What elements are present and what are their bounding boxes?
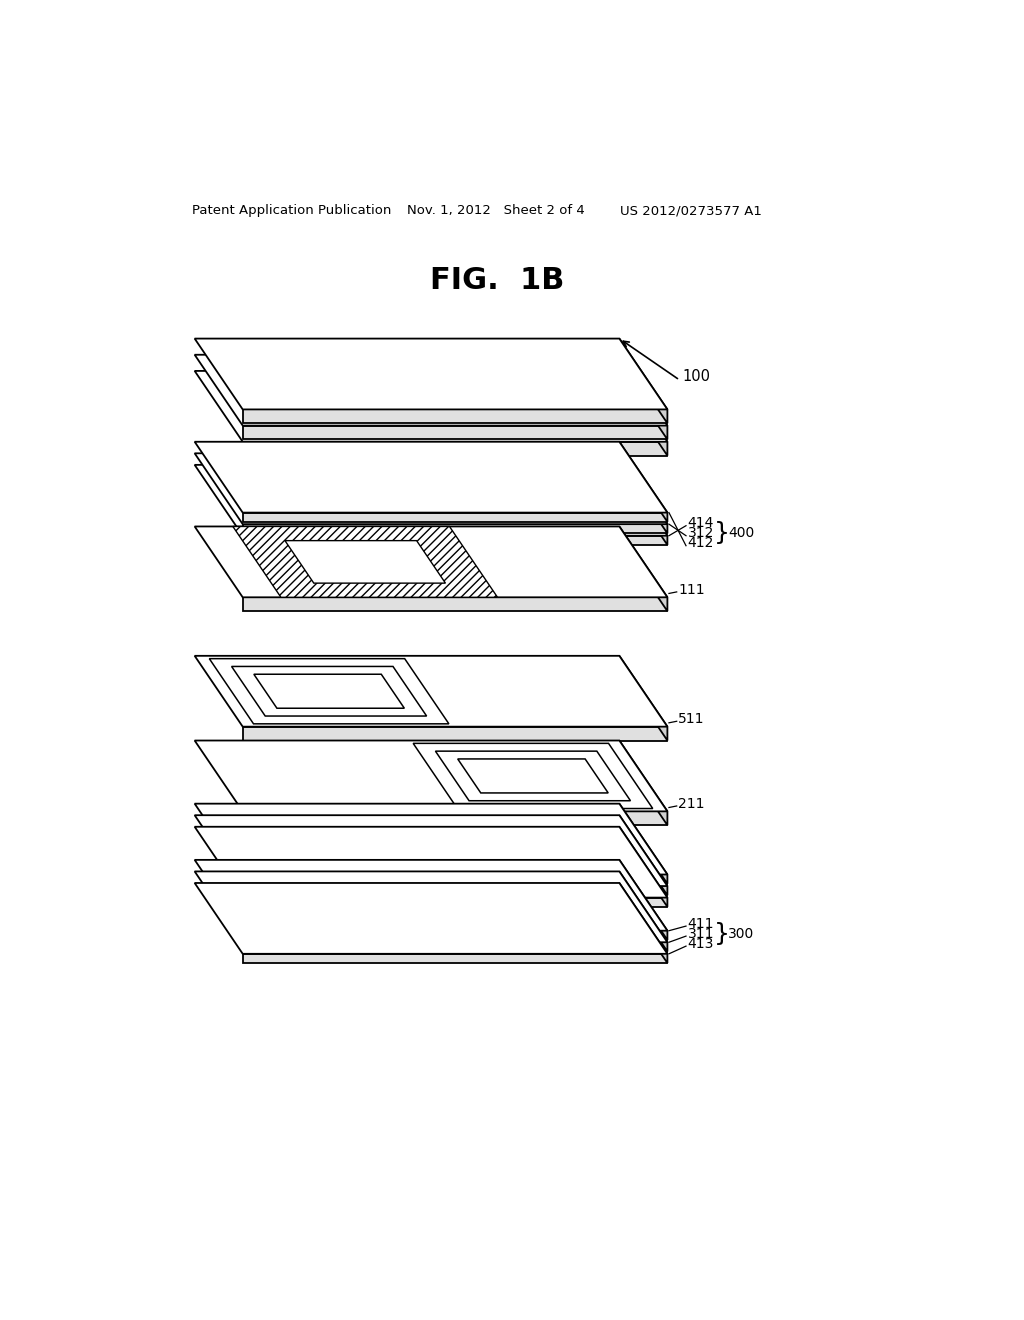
Polygon shape [620, 826, 668, 907]
Polygon shape [243, 409, 668, 424]
Polygon shape [620, 656, 668, 741]
Polygon shape [243, 898, 668, 907]
Text: Patent Application Publication: Patent Application Publication [193, 205, 392, 218]
Polygon shape [243, 536, 668, 545]
Polygon shape [195, 656, 668, 726]
Polygon shape [243, 875, 668, 884]
Text: 511: 511 [678, 711, 705, 726]
Polygon shape [243, 442, 668, 455]
Polygon shape [285, 541, 445, 583]
Polygon shape [195, 465, 668, 536]
Polygon shape [195, 871, 668, 942]
Polygon shape [243, 598, 668, 611]
Polygon shape [243, 954, 668, 964]
Polygon shape [195, 816, 668, 886]
Polygon shape [620, 804, 668, 884]
Polygon shape [243, 425, 668, 440]
Text: 100: 100 [683, 368, 711, 384]
Polygon shape [243, 524, 668, 533]
Polygon shape [243, 931, 668, 940]
Polygon shape [195, 741, 668, 812]
Text: 412: 412 [687, 536, 714, 550]
Polygon shape [620, 371, 668, 455]
Polygon shape [195, 804, 668, 875]
Text: US 2012/0273577 A1: US 2012/0273577 A1 [621, 205, 762, 218]
Text: }: } [714, 521, 730, 545]
Polygon shape [195, 339, 668, 409]
Text: 211: 211 [678, 797, 705, 810]
Text: 400: 400 [728, 527, 754, 540]
Polygon shape [620, 816, 668, 895]
Text: 411: 411 [687, 917, 714, 931]
Text: FIG.  1B: FIG. 1B [430, 265, 564, 294]
Polygon shape [195, 442, 668, 512]
Polygon shape [620, 355, 668, 440]
Polygon shape [620, 871, 668, 952]
Text: 312: 312 [687, 527, 714, 540]
Polygon shape [243, 886, 668, 895]
Polygon shape [232, 527, 498, 598]
Text: 413: 413 [687, 937, 714, 950]
Polygon shape [620, 442, 668, 521]
Polygon shape [620, 465, 668, 545]
Polygon shape [195, 355, 668, 425]
Polygon shape [620, 741, 668, 825]
Polygon shape [620, 339, 668, 424]
Polygon shape [195, 527, 668, 598]
Polygon shape [243, 726, 668, 741]
Polygon shape [195, 826, 668, 898]
Text: 414: 414 [687, 516, 714, 531]
Text: Nov. 1, 2012   Sheet 2 of 4: Nov. 1, 2012 Sheet 2 of 4 [407, 205, 585, 218]
Text: 300: 300 [728, 927, 754, 941]
Polygon shape [195, 883, 668, 954]
Polygon shape [195, 453, 668, 524]
Polygon shape [195, 859, 668, 931]
Text: 111: 111 [678, 582, 705, 597]
Text: }: } [714, 921, 730, 946]
Polygon shape [243, 942, 668, 952]
Polygon shape [620, 859, 668, 940]
Polygon shape [243, 812, 668, 825]
Polygon shape [195, 371, 668, 442]
Polygon shape [620, 453, 668, 533]
Text: 311: 311 [687, 927, 714, 941]
Polygon shape [620, 527, 668, 611]
Polygon shape [243, 512, 668, 521]
Polygon shape [620, 883, 668, 964]
